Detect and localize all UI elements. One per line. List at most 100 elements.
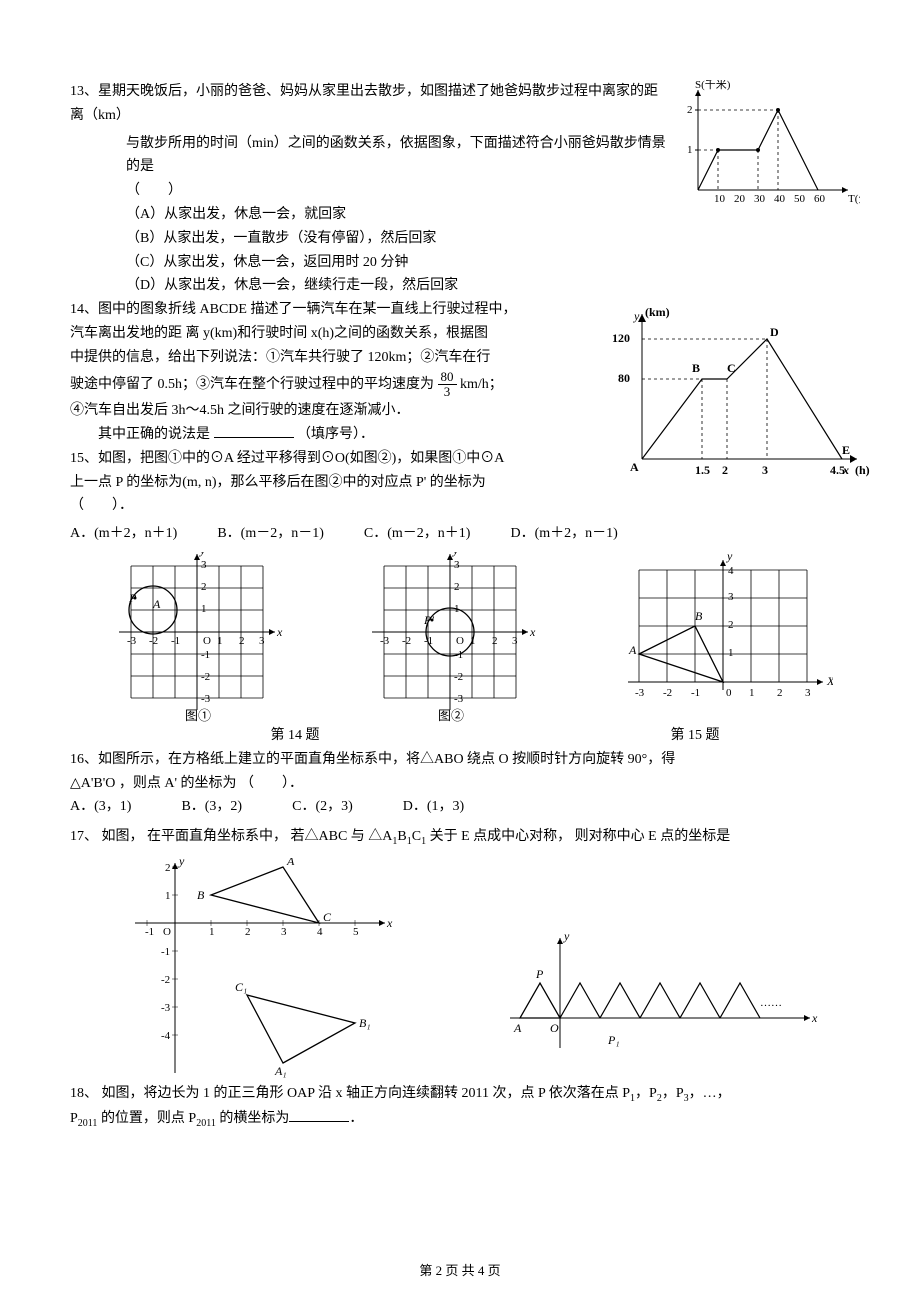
q16-chart: A B Xy -3-2-1 0123 1234 xyxy=(613,552,833,722)
q14-num: 14、 xyxy=(70,302,98,317)
svg-text:-1: -1 xyxy=(424,635,433,647)
q14-l4b: km/h； xyxy=(460,377,503,392)
svg-text:-3: -3 xyxy=(127,635,137,647)
svg-text:A: A xyxy=(286,858,295,868)
svg-text:y: y xyxy=(726,552,733,563)
q15-caption: 第 14 题 xyxy=(115,724,475,748)
svg-text:B: B xyxy=(692,361,700,375)
q13-optC: （C）从家出发，休息一会，返回用时 20 分钟 xyxy=(70,251,670,275)
page-footer: 第 2 页 共 4 页 xyxy=(0,1260,920,1282)
q18-l1d: ，…， xyxy=(689,1086,731,1101)
svg-text:0: 0 xyxy=(726,687,732,699)
svg-text:1: 1 xyxy=(165,890,171,902)
svg-text:1: 1 xyxy=(209,926,215,938)
q13-xlabel: T(分) xyxy=(848,192,860,205)
svg-text:2: 2 xyxy=(165,862,171,874)
q13-num: 13、 xyxy=(70,84,98,99)
q14-l6a: 其中正确的说法是 xyxy=(98,427,210,442)
q18-s4: 2011 xyxy=(78,1118,98,1129)
q15-l3: （ ）． xyxy=(70,494,610,518)
q14-xlabel: (h) xyxy=(855,463,870,477)
svg-text:O: O xyxy=(203,635,211,647)
q15-optB: B．(m－2，n－1) xyxy=(217,522,324,546)
svg-text:D: D xyxy=(770,325,779,339)
svg-text:-1: -1 xyxy=(201,649,210,661)
q18-s5: 2011 xyxy=(196,1118,216,1129)
svg-text:y: y xyxy=(633,309,640,323)
svg-text:20: 20 xyxy=(734,193,746,205)
svg-text:2: 2 xyxy=(454,581,460,593)
q17-num: 17、 xyxy=(70,829,98,844)
q16-optB: B．(3，2) xyxy=(181,795,242,819)
svg-text:C₁: C₁ xyxy=(235,980,247,994)
svg-text:A: A xyxy=(628,643,637,657)
q15-optD: D．(m＋2，n－1) xyxy=(510,522,617,546)
q16-num: 16、 xyxy=(70,752,98,767)
q14-chart: (km) y (h) x 80 120 1.5 2 3 4.5 xyxy=(610,302,870,477)
svg-text:-3: -3 xyxy=(201,693,211,705)
svg-text:4.5: 4.5 xyxy=(830,463,845,477)
svg-text:-3: -3 xyxy=(454,693,464,705)
svg-text:1: 1 xyxy=(201,603,207,615)
svg-text:-1: -1 xyxy=(171,635,180,647)
svg-text:1: 1 xyxy=(217,635,223,647)
svg-text:E: E xyxy=(842,443,850,457)
q18-l2c: 的横坐标为 xyxy=(216,1111,290,1126)
q16-l2b: （ ）． xyxy=(240,776,303,791)
svg-text:2: 2 xyxy=(722,463,728,477)
svg-text:2: 2 xyxy=(201,581,207,593)
svg-text:2: 2 xyxy=(728,619,734,631)
q14-frac: 803 xyxy=(438,370,457,400)
svg-text:-1: -1 xyxy=(161,946,170,958)
q16-l1: 如图所示，在方格纸上建立的平面直角坐标系中，将△ABO 绕点 O 按顺时针方向旋… xyxy=(98,752,675,767)
q13-chart: S(千米) T(分) 1 2 102030 405060 xyxy=(670,80,860,210)
svg-text:y: y xyxy=(563,929,570,943)
q17-l1a: 如图， 在平面直角坐标系中， 若△ABC 与 △A xyxy=(102,829,393,844)
q13-l2: 与散步所用的时间（min）之间的函数关系，依据图象，下面描述符合小丽爸妈散步情景… xyxy=(70,132,670,180)
svg-text:P: P xyxy=(535,967,544,981)
q18-blank xyxy=(289,1107,349,1122)
svg-text:3: 3 xyxy=(512,635,518,647)
svg-text:B: B xyxy=(197,888,205,902)
svg-text:x: x xyxy=(529,625,536,639)
svg-text:3: 3 xyxy=(259,635,265,647)
svg-text:A₁: A₁ xyxy=(274,1064,287,1078)
q15-optC: C．(m－2，n＋1) xyxy=(364,522,471,546)
svg-text:C: C xyxy=(727,361,736,375)
svg-text:2: 2 xyxy=(492,635,498,647)
svg-text:A: A xyxy=(513,1021,522,1035)
svg-text:3: 3 xyxy=(728,591,734,603)
q18-l2d: ． xyxy=(349,1111,363,1126)
q18-l2a: P xyxy=(70,1111,78,1126)
svg-text:y: y xyxy=(178,858,185,868)
q13-optD: （D）从家出发，休息一会，继续行走一段，然后回家 xyxy=(70,274,670,298)
q15-num: 15、 xyxy=(70,451,98,466)
svg-text:A: A xyxy=(152,597,161,611)
svg-text:120: 120 xyxy=(612,331,630,345)
svg-text:5: 5 xyxy=(353,926,359,938)
svg-text:4: 4 xyxy=(728,565,734,577)
q14-l6b: （填序号）． xyxy=(297,427,374,442)
svg-text:50: 50 xyxy=(794,193,806,205)
svg-text:O: O xyxy=(163,926,171,938)
svg-text:2: 2 xyxy=(687,104,693,116)
q14-l4a: 驶途中停留了 0.5h；③汽车在整个行驶过程中的平均速度为 xyxy=(70,377,434,392)
q16-optA: A．(3，1) xyxy=(70,795,131,819)
svg-text:-2: -2 xyxy=(402,635,411,647)
q13-optA: （A）从家出发，休息一会，就回家 xyxy=(70,203,670,227)
svg-text:10: 10 xyxy=(714,193,726,205)
svg-text:3: 3 xyxy=(281,926,287,938)
svg-text:3: 3 xyxy=(762,463,768,477)
q18-l1a: 如图，将边长为 1 的正三角形 OAP 沿 x 轴正方向连续翻转 2011 次，… xyxy=(102,1086,631,1101)
svg-text:x: x xyxy=(276,625,283,639)
q13-ylabel: S(千米) xyxy=(695,80,731,91)
svg-text:O: O xyxy=(456,635,464,647)
svg-text:O: O xyxy=(550,1021,559,1035)
q15-fig2: P' xy -3-2-1 O123 123 -1-2-3 图② xyxy=(360,552,540,722)
svg-text:3: 3 xyxy=(805,687,811,699)
svg-text:X: X xyxy=(826,674,833,688)
svg-text:1: 1 xyxy=(454,603,460,615)
q14-ylabel: (km) xyxy=(645,305,670,319)
svg-text:B: B xyxy=(695,609,703,623)
svg-text:80: 80 xyxy=(618,371,630,385)
